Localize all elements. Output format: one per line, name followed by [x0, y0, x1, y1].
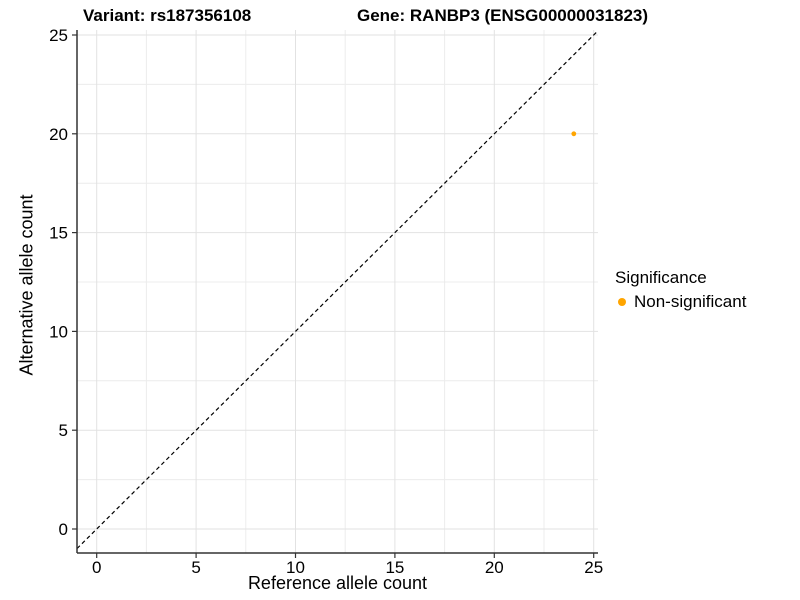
- legend-point-swatch: [618, 298, 626, 306]
- x-tick-label: 20: [485, 558, 504, 577]
- y-tick-label: 15: [49, 224, 68, 243]
- y-axis-title: Alternative allele count: [16, 194, 37, 376]
- legend: Significance Non-significant: [615, 268, 746, 312]
- x-axis-title: Reference allele count: [247, 573, 428, 593]
- x-tick-label: 5: [191, 558, 200, 577]
- legend-item: Non-significant: [615, 292, 746, 312]
- legend-items: Non-significant: [615, 292, 746, 312]
- variant-title: Variant: rs187356108: [83, 6, 252, 25]
- legend-item-label: Non-significant: [634, 292, 747, 311]
- y-tick-label: 25: [49, 26, 68, 45]
- x-tick-label: 25: [584, 558, 603, 577]
- legend-title: Significance: [615, 268, 707, 287]
- x-tick-label: 15: [385, 558, 404, 577]
- x-tick-label: 0: [92, 558, 101, 577]
- identity-dashed-line: [76, 30, 599, 550]
- y-tick-label: 5: [59, 421, 68, 440]
- y-tick-label: 10: [49, 322, 68, 341]
- data-point: [571, 131, 577, 137]
- x-tick-label: 10: [286, 558, 305, 577]
- gene-title: Gene: RANBP3 (ENSG00000031823): [357, 6, 649, 25]
- y-tick-label: 20: [49, 125, 68, 144]
- y-tick-label: 0: [59, 520, 68, 539]
